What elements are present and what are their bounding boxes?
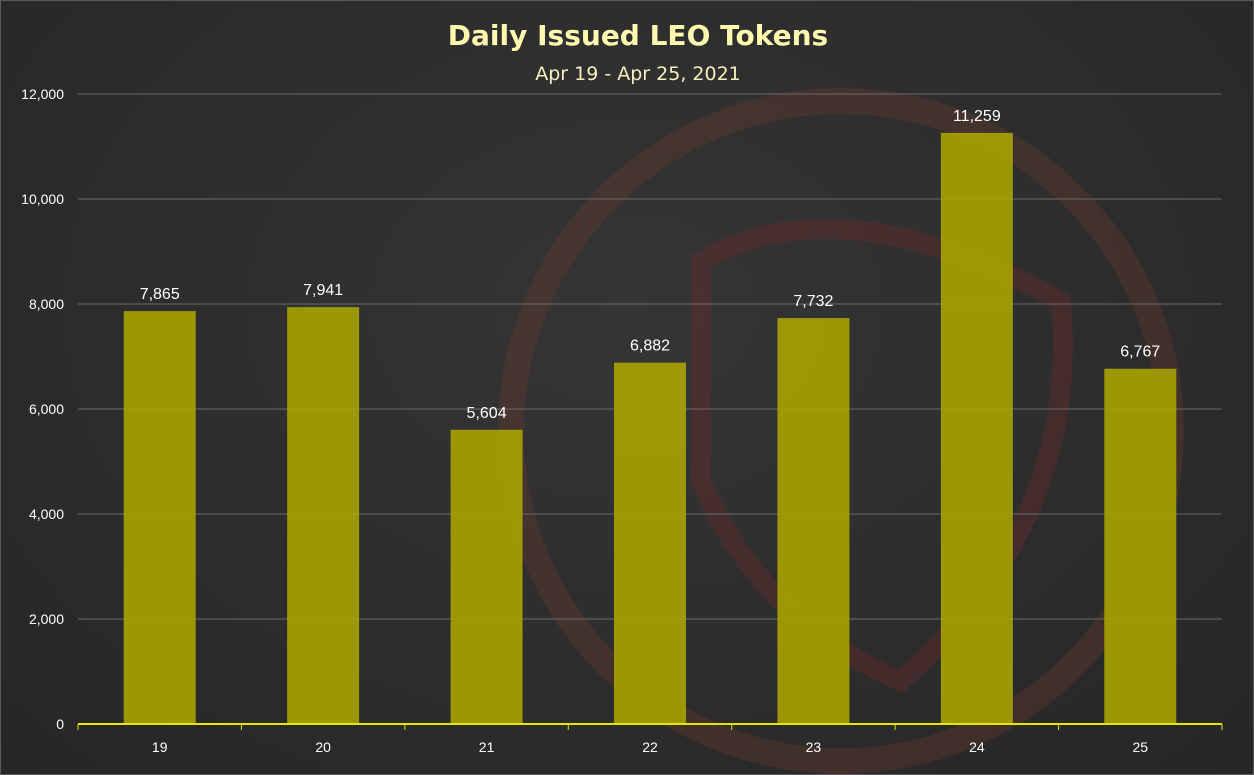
- bar: [1104, 368, 1177, 724]
- y-tick-label: 2,000: [29, 611, 64, 627]
- bar: [450, 429, 523, 724]
- x-tick-label: 21: [479, 739, 495, 755]
- chart-subtitle: Apr 19 - Apr 25, 2021: [535, 63, 741, 85]
- data-label: 7,941: [303, 282, 343, 299]
- bar: [287, 307, 360, 724]
- y-tick-label: 6,000: [29, 401, 64, 417]
- x-tick-label: 20: [315, 739, 331, 755]
- data-label: 11,259: [953, 108, 1001, 125]
- y-tick-label: 8,000: [29, 296, 64, 312]
- x-tick-label: 23: [806, 739, 822, 755]
- bar: [123, 311, 196, 724]
- data-label: 7,732: [793, 293, 833, 310]
- data-label: 6,882: [630, 338, 670, 355]
- y-tick-label: 10,000: [21, 191, 64, 207]
- x-tick-label: 19: [152, 739, 168, 755]
- bar: [940, 132, 1013, 725]
- y-axis-ticks: 0 2,000 4,000 6,000 8,000 10,000 12,000: [21, 86, 64, 732]
- y-tick-label: 4,000: [29, 506, 64, 522]
- x-tick-label: 25: [1132, 739, 1148, 755]
- data-label: 7,865: [140, 286, 180, 303]
- x-axis-ticks: 19 20 21 22 23 24 25: [152, 739, 1148, 755]
- data-label: 5,604: [467, 405, 507, 422]
- chart-title: Daily Issued LEO Tokens: [448, 19, 828, 52]
- y-tick-label: 12,000: [21, 86, 64, 102]
- x-axis: [77, 723, 1223, 730]
- data-labels: 7,865 7,941 5,604 6,882 7,732 11,259 6,767: [140, 108, 1161, 422]
- x-tick-label: 24: [969, 739, 985, 755]
- x-tick-label: 22: [642, 739, 658, 755]
- bar: [777, 318, 850, 724]
- bars: [123, 132, 1177, 725]
- y-tick-label: 0: [56, 716, 64, 732]
- data-label: 6,767: [1120, 344, 1160, 361]
- bar: [614, 362, 686, 724]
